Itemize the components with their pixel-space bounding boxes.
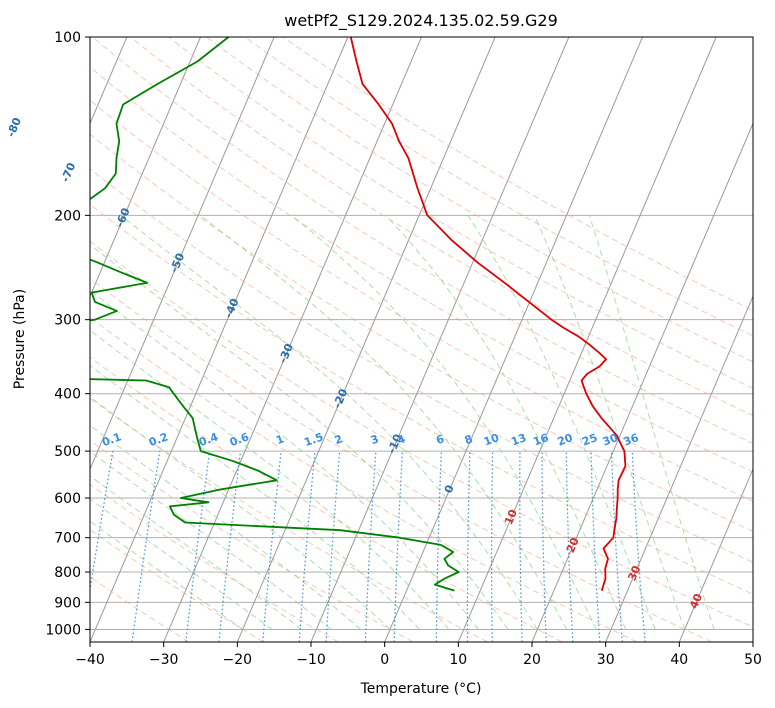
x-tick-label: 50 xyxy=(744,652,762,668)
mixing-ratio-label: 0.2 xyxy=(147,430,170,449)
mixing-ratio-label: 13 xyxy=(509,431,528,448)
isotherm-label: 20 xyxy=(564,535,582,554)
y-axis: 100 200 300 400 500 600 700 800 900 1000 xyxy=(45,30,90,638)
mixing-ratio-line xyxy=(218,451,242,642)
moist-adiabat xyxy=(90,396,391,630)
mixing-ratio-line xyxy=(131,451,161,642)
x-tick-label: 0 xyxy=(380,652,389,668)
mixing-ratio-label: 4 xyxy=(395,432,407,447)
moist-adiabat xyxy=(90,498,273,630)
moist-adiabat xyxy=(291,214,597,630)
mixing-ratio-label: 36 xyxy=(622,431,641,449)
x-tick-label: 30 xyxy=(597,652,615,668)
mixing-ratio-label: 30 xyxy=(601,431,620,449)
mixing-ratio-line xyxy=(185,451,211,642)
dry-adiabat xyxy=(90,168,753,563)
mixing-ratio-label: 6 xyxy=(434,432,446,447)
dry-adiabat xyxy=(90,203,753,595)
x-tick-label: −40 xyxy=(75,652,105,668)
moist-adiabat xyxy=(120,214,538,630)
moist-adiabat xyxy=(199,214,568,630)
dry-adiabat xyxy=(90,316,638,642)
mixing-ratio-label: 8 xyxy=(463,432,475,447)
mixing-ratio-label: 25 xyxy=(580,431,599,448)
mixing-ratio-label: 10 xyxy=(482,431,501,449)
moist-adiabat xyxy=(90,364,420,630)
dry-adiabat xyxy=(168,37,753,389)
dry-adiabat xyxy=(91,37,753,445)
isotherm-label: 40 xyxy=(687,591,705,610)
temperature-line xyxy=(349,37,627,591)
dry-adiabat xyxy=(90,240,753,628)
x-tick-label: −20 xyxy=(223,652,253,668)
background-lines xyxy=(90,37,753,642)
dry-adiabat xyxy=(90,66,753,473)
y-tick-label: 100 xyxy=(54,30,81,46)
dewpoint-line xyxy=(90,37,460,592)
isotherm-label: 30 xyxy=(625,563,643,582)
moist-adiabat xyxy=(90,424,361,630)
dry-adiabat xyxy=(90,440,414,642)
y-axis-label: Pressure (hPa) xyxy=(12,289,28,389)
mixing-ratio-label: 1 xyxy=(274,432,286,447)
series-layer xyxy=(90,37,627,592)
isotherm-gridline xyxy=(163,37,422,642)
x-tick-label: 40 xyxy=(670,652,688,668)
y-tick-label: 400 xyxy=(54,387,81,403)
isotherm-gridline xyxy=(384,37,643,642)
isotherm-gridline xyxy=(236,37,496,642)
plot-frame xyxy=(89,36,754,643)
chart-title: wetPf2_S129.2024.135.02.59.G29 xyxy=(284,11,558,31)
y-tick-label: 800 xyxy=(54,565,81,581)
moist-adiabat xyxy=(90,475,302,630)
isotherm-gridline xyxy=(605,295,753,642)
x-tick-label: 10 xyxy=(449,652,467,668)
mixing-ratio-label: 2 xyxy=(333,432,345,447)
dry-adiabat xyxy=(90,356,563,642)
dry-adiabat xyxy=(90,133,753,533)
mixing-ratio-label: 16 xyxy=(531,431,550,449)
moist-adiabat xyxy=(90,329,450,630)
isotherm-gridline xyxy=(90,37,201,298)
dry-adiabat xyxy=(90,483,339,642)
x-axis: −40 −30 −20 −10 0 10 20 30 40 50 xyxy=(75,642,762,668)
mixing-ratio-label: 1.5 xyxy=(302,430,325,449)
y-tick-label: 900 xyxy=(54,595,81,611)
dry-adiabat xyxy=(130,37,753,417)
dry-adiabat xyxy=(206,37,753,363)
isotherm-gridline xyxy=(90,37,349,642)
y-tick-label: 700 xyxy=(54,531,81,547)
mixing-ratio-label: 0.6 xyxy=(228,430,251,449)
y-tick-label: 300 xyxy=(54,313,81,329)
y-tick-label: 500 xyxy=(54,444,81,460)
dry-adiabat xyxy=(90,99,753,502)
mixing-ratio-label: 20 xyxy=(556,431,575,449)
mixing-ratio-label: 3 xyxy=(369,432,381,447)
moist-adiabat xyxy=(90,289,479,630)
moist-adiabat xyxy=(467,215,656,630)
isotherm-gridline xyxy=(90,37,275,471)
isotherm-gridline xyxy=(457,37,717,642)
isotherm-gridline xyxy=(678,467,753,642)
mixing-ratio-label: 0.1 xyxy=(100,430,123,449)
moist-adiabat xyxy=(588,215,715,630)
mixing-ratio-label: 0.4 xyxy=(197,430,220,449)
x-tick-label: 20 xyxy=(523,652,541,668)
x-tick-label: −30 xyxy=(149,652,179,668)
isotherm-gridline xyxy=(531,122,753,642)
moist-adiabat xyxy=(90,520,243,630)
y-tick-label: 200 xyxy=(54,208,81,224)
isotherm-label: 10 xyxy=(502,507,520,526)
moist-adiabat xyxy=(90,450,332,630)
x-tick-label: −10 xyxy=(296,652,326,668)
moist-adiabat xyxy=(90,243,509,630)
mixing-ratio-line xyxy=(90,451,114,594)
y-tick-label: 1000 xyxy=(45,622,81,638)
y-tick-label: 600 xyxy=(54,491,81,507)
x-axis-label: Temperature (°C) xyxy=(360,681,482,697)
